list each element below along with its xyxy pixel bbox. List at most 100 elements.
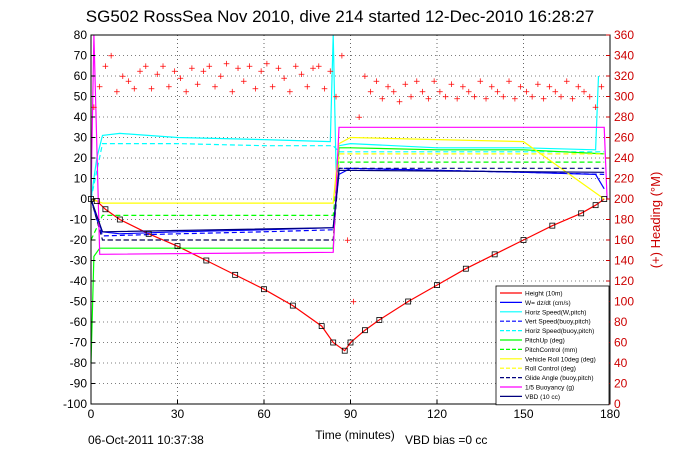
y-tick-label-left: -20 — [70, 233, 88, 247]
y-tick-label-left: 0 — [80, 192, 87, 206]
legend-label: Glide Angle (buoy,pitch) — [525, 375, 594, 382]
y-tick-label-left: 80 — [74, 28, 88, 42]
height-marker — [341, 347, 348, 354]
heading-point: + — [419, 87, 427, 97]
y-tick-label-right: 260 — [614, 131, 634, 145]
heading-point: + — [540, 95, 548, 105]
heading-point: + — [569, 95, 577, 105]
heading-point: + — [332, 93, 340, 103]
y-tick-label-right: 160 — [614, 233, 634, 247]
heading-point: + — [205, 62, 213, 72]
heading-point: + — [575, 82, 583, 92]
y-tick-label-right: 220 — [614, 172, 634, 186]
height-marker — [93, 198, 100, 204]
heading-point: + — [523, 87, 531, 97]
legend-label: PitchUp (deg) — [525, 338, 565, 345]
chart-title: SG502 RossSea Nov 2010, dive 214 started… — [86, 7, 594, 26]
height-marker — [462, 265, 469, 272]
heading-point: + — [113, 87, 121, 97]
heading-point: + — [107, 52, 115, 62]
height-marker — [261, 286, 267, 293]
heading-point: + — [459, 82, 467, 92]
y-tick-label-left: -40 — [70, 274, 88, 288]
heading-point: + — [500, 93, 508, 103]
heading-point: + — [350, 298, 358, 308]
height-marker — [362, 327, 368, 334]
y-tick-label-left: -30 — [70, 254, 88, 268]
heading-point: + — [171, 67, 179, 77]
heading-point: + — [373, 77, 381, 87]
y-tick-label-right: 340 — [614, 49, 634, 63]
y-tick-label-left: 60 — [74, 69, 88, 83]
height-marker — [203, 257, 210, 264]
series-line — [90, 143, 605, 200]
y-tick-label-left: -80 — [70, 356, 88, 370]
height-marker — [102, 206, 109, 213]
y-tick-label-left: -90 — [70, 377, 88, 391]
height-marker — [578, 210, 585, 217]
heading-point: + — [517, 82, 525, 92]
heading-point: + — [592, 103, 600, 113]
heading-point: + — [159, 62, 167, 72]
heading-point: + — [586, 93, 594, 103]
axes-ticks: 0 30 60 90 120 150 18080706050403020100-10-20-… — [63, 28, 634, 421]
y-tick-label-right: 80 — [614, 315, 628, 329]
heading-point: + — [182, 87, 190, 97]
series-line — [90, 198, 605, 352]
y-tick-label-left: 40 — [74, 110, 88, 124]
legend-label: Roll Control (deg) — [525, 366, 576, 373]
y-tick-label-right: 140 — [614, 254, 634, 268]
heading-point: + — [102, 62, 110, 72]
timestamp: 06-Oct-2011 10:37:38 — [88, 433, 204, 447]
y-tick-label-left: 10 — [74, 172, 88, 186]
heading-point: + — [303, 82, 311, 92]
y-tick-label-right: 360 — [614, 28, 634, 42]
height-marker — [347, 339, 354, 346]
legend-label: Horiz Speed(buoy,pitch) — [525, 328, 594, 335]
heading-point: + — [551, 87, 559, 97]
heading-point: + — [557, 93, 565, 103]
heading-point: + — [494, 87, 502, 97]
heading-point: + — [580, 87, 588, 97]
heading-point: + — [384, 82, 392, 92]
height-marker — [289, 302, 296, 309]
heading-point: + — [240, 77, 248, 87]
heading-point: + — [321, 84, 329, 94]
heading-point: + — [471, 93, 479, 103]
y-tick-label-left: -50 — [70, 295, 88, 309]
series-line — [90, 34, 608, 255]
y-tick-label-left: 30 — [74, 131, 88, 145]
heading-point: + — [217, 72, 225, 82]
legend-label: W= dz/dt (cm/s) — [525, 300, 571, 307]
series-line — [90, 136, 605, 204]
heading-point: + — [263, 60, 271, 70]
heading-point: + — [275, 64, 283, 74]
heading-point: + — [511, 95, 519, 105]
height-marker — [549, 222, 556, 229]
heading-point: + — [442, 93, 450, 103]
height-marker — [520, 237, 527, 243]
heading-point: + — [534, 80, 542, 90]
x-tick-label: 30 — [171, 407, 185, 421]
height-marker — [592, 202, 599, 209]
y-tick-label-left: -60 — [70, 315, 88, 329]
height-marker — [330, 339, 337, 346]
heading-point: + — [361, 72, 369, 82]
height-marker — [434, 282, 440, 289]
heading-point: + — [482, 95, 490, 105]
heading-point: + — [598, 82, 606, 92]
heading-point: + — [315, 62, 323, 72]
heading-point: + — [286, 87, 294, 97]
vbd-bias: VBD bias =0 cc — [405, 433, 487, 447]
y-tick-label-right: 60 — [614, 336, 628, 350]
height-marker — [116, 216, 123, 223]
heading-point: + — [142, 62, 150, 72]
heading-point: + — [229, 87, 237, 97]
height-marker — [318, 323, 325, 330]
heading-point: + — [194, 80, 202, 90]
y-tick-label-left: 20 — [74, 151, 88, 165]
heading-point: + — [402, 80, 410, 90]
heading-point: + — [390, 87, 398, 97]
heading-point: + — [136, 67, 144, 77]
y-tick-label-left: -100 — [63, 397, 87, 411]
